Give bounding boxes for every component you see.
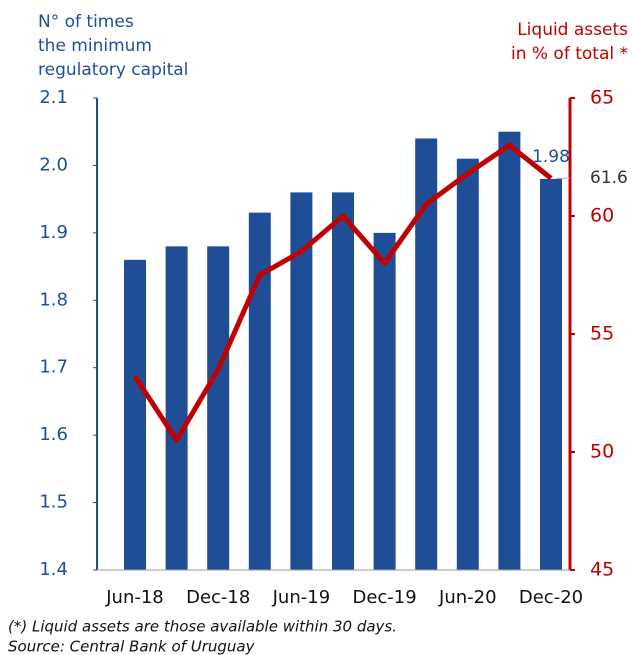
y-tick-label: 1.6 [39,424,68,445]
bar [540,178,562,570]
note: Source: Central Bank of Uruguay [8,638,256,655]
y-axis-title: the minimum [38,36,152,56]
x-tick-label: Jun-19 [272,587,331,608]
bar [248,212,271,570]
x-tick-label: Dec-20 [519,587,583,608]
y-axis-title: regulatory capital [38,60,188,80]
x-tick-label: Dec-19 [352,587,416,608]
bar [456,158,479,570]
note: (*) Liquid assets are those available wi… [8,618,397,636]
y2-tick-label: 65 [590,87,614,109]
y2-axis-title: Liquid assets [517,20,628,40]
y-tick-label: 1.9 [39,222,68,243]
bar [332,192,354,570]
bar [373,232,396,570]
x-tick-label: Jun-20 [438,587,497,608]
y2-tick-label: 50 [590,441,614,463]
bar [124,259,146,570]
bar [290,192,313,570]
bar [207,246,230,571]
y-axis-title: N° of times [38,12,134,32]
y-tick-label: 2.0 [39,154,68,175]
y-tick-label: 1.5 [39,492,68,513]
y-tick-label: 1.7 [39,357,68,378]
y2-tick-label: 55 [590,323,614,345]
y2-tick-label: 45 [590,559,614,581]
y2-tick-label: 60 [590,205,614,227]
bar [498,131,521,570]
y-tick-label: 2.1 [39,87,68,108]
x-tick-label: Dec-18 [186,587,250,608]
bar [415,138,438,570]
line-value-label: 61.6 [590,168,628,188]
y-tick-label: 1.8 [39,289,68,310]
line [132,142,553,443]
bar-value-label: 1.98 [532,147,570,167]
bar [165,246,188,571]
y2-axis-title: in % of total * [511,44,628,64]
y-tick-label: 1.4 [39,559,68,580]
x-tick-label: Jun-18 [105,587,164,608]
